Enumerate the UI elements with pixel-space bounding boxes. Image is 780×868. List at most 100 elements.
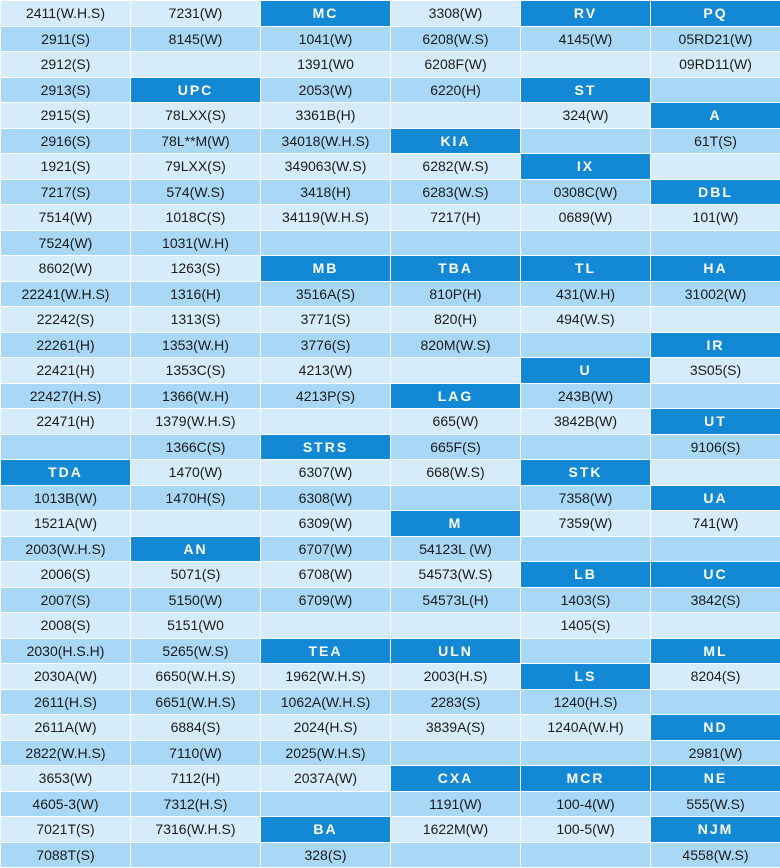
part-number-cell: 7021T(S) (0, 816, 131, 843)
manufacturer-header: M (390, 510, 521, 537)
table-row: 3653(W) 7112(H) 2037A(W) CXA MCR NE (0, 765, 780, 792)
manufacturer-header: TL (520, 255, 651, 282)
empty-cell (520, 535, 651, 562)
part-number-cell: 6708(W) (260, 561, 391, 588)
part-number-cell: 5265(W.S) (130, 637, 261, 664)
manufacturer-header: ML (650, 637, 780, 664)
part-number-cell: 22261(H) (0, 331, 131, 358)
part-number-cell: 243B(W) (520, 382, 651, 409)
table-row: 2915(S) 78LXX(S) 3361B(H) 324(W) A (0, 102, 780, 129)
manufacturer-header: U (520, 357, 651, 384)
part-number-cell: 4145(W) (520, 25, 651, 52)
manufacturer-header: MCR (520, 765, 651, 792)
part-number-cell: 2916(S) (0, 127, 131, 154)
part-number-cell: 0308C(W) (520, 178, 651, 205)
part-number-cell: 820M(W.S) (390, 331, 521, 358)
part-number-cell: 2008(S) (0, 612, 131, 639)
part-number-cell: 2053(W) (260, 76, 391, 103)
empty-cell (650, 459, 780, 486)
manufacturer-header: CXA (390, 765, 521, 792)
part-number-cell: 1470H(S) (130, 484, 261, 511)
table-row: 1366C(S) STRS 665F(S) 9106(S) (0, 433, 780, 460)
part-number-cell: 3842B(W) (520, 408, 651, 435)
part-number-cell: 6651(W.H.S) (130, 688, 261, 715)
part-number-cell: 6709(W) (260, 586, 391, 613)
part-number-cell: 1353(W.H) (130, 331, 261, 358)
part-number-cell: 3653(W) (0, 765, 131, 792)
empty-cell (130, 510, 261, 537)
manufacturer-header: HA (650, 255, 780, 282)
part-number-cell: 2911(S) (0, 25, 131, 52)
part-number-cell: 31002(W) (650, 280, 780, 307)
empty-cell (650, 153, 780, 180)
part-number-cell: 78L**M(W) (130, 127, 261, 154)
table-row: 22261(H) 1353(W.H) 3776(S) 820M(W.S) IR (0, 331, 780, 358)
part-number-cell: 2030(H.S.H) (0, 637, 131, 664)
part-number-cell: 324(W) (520, 102, 651, 129)
part-number-cell: 22427(H.S) (0, 382, 131, 409)
manufacturer-header: A (650, 102, 780, 129)
part-number-cell: 6884(S) (130, 714, 261, 741)
manufacturer-header: BA (260, 816, 391, 843)
part-number-cell: 6308(W) (260, 484, 391, 511)
part-number-cell: 5071(S) (130, 561, 261, 588)
empty-cell (260, 229, 391, 256)
part-number-cell: 2611A(W) (0, 714, 131, 741)
manufacturer-header: TEA (260, 637, 391, 664)
part-number-cell: 6208F(W) (390, 51, 521, 78)
manufacturer-header: UC (650, 561, 780, 588)
part-number-cell: 3516A(S) (260, 280, 391, 307)
part-number-cell: 8602(W) (0, 255, 131, 282)
empty-cell (520, 433, 651, 460)
part-number-cell: 2006(S) (0, 561, 131, 588)
part-number-cell: 1962(W.H.S) (260, 663, 391, 690)
manufacturer-header: ULN (390, 637, 521, 664)
part-number-cell: 3842(S) (650, 586, 780, 613)
part-number-cell: 7359(W) (520, 510, 651, 537)
manufacturer-header: PQ (650, 0, 780, 27)
part-number-cell: 6309(W) (260, 510, 391, 537)
part-number-cell: 100-4(W) (520, 790, 651, 817)
manufacturer-header: IX (520, 153, 651, 180)
manufacturer-header: AN (130, 535, 261, 562)
part-number-cell: 1622M(W) (390, 816, 521, 843)
part-number-cell: 5151(W0 (130, 612, 261, 639)
part-number-cell: 2611(H.S) (0, 688, 131, 715)
part-number-cell: 4605-3(W) (0, 790, 131, 817)
empty-cell (650, 612, 780, 639)
table-row: 2008(S) 5151(W0 1405(S) (0, 612, 780, 639)
part-number-cell: 7088T(S) (0, 841, 131, 868)
part-number-cell: 22241(W.H.S) (0, 280, 131, 307)
empty-cell (390, 357, 521, 384)
part-number-cell: 05RD21(W) (650, 25, 780, 52)
part-number-cell: 3771(S) (260, 306, 391, 333)
part-number-cell: 22242(S) (0, 306, 131, 333)
part-number-cell: 1062A(W.H.S) (260, 688, 391, 715)
part-number-cell: 4213(W) (260, 357, 391, 384)
table-row: 8602(W) 1263(S) MB TBA TL HA (0, 255, 780, 282)
manufacturer-header: KIA (390, 127, 521, 154)
part-number-cell: 34119(W.H.S) (260, 204, 391, 231)
empty-cell (390, 841, 521, 868)
empty-cell (260, 408, 391, 435)
part-number-cell: 09RD11(W) (650, 51, 780, 78)
empty-cell (650, 76, 780, 103)
part-number-cell: 6283(W.S) (390, 178, 521, 205)
part-number-cell: 1353C(S) (130, 357, 261, 384)
part-number-cell: 8204(S) (650, 663, 780, 690)
table-row: 7088T(S) 328(S) 4558(W.S) (0, 841, 780, 868)
empty-cell (520, 841, 651, 868)
empty-cell (390, 102, 521, 129)
table-row: 22241(W.H.S) 1316(H) 3516A(S) 810P(H) 431(W.… (0, 280, 780, 307)
part-number-cell: 1521A(W) (0, 510, 131, 537)
empty-cell (520, 127, 651, 154)
part-number-cell: 2822(W.H.S) (0, 739, 131, 766)
part-number-cell: 1403(S) (520, 586, 651, 613)
part-number-cell: 22421(H) (0, 357, 131, 384)
part-number-cell: 1041(W) (260, 25, 391, 52)
part-number-cell: 2003(H.S) (390, 663, 521, 690)
table-row: 22427(H.S) 1366(W.H) 4213P(S) LAG 243B(W) (0, 382, 780, 409)
part-number-cell: 2981(W) (650, 739, 780, 766)
part-number-cell: 1366(W.H) (130, 382, 261, 409)
